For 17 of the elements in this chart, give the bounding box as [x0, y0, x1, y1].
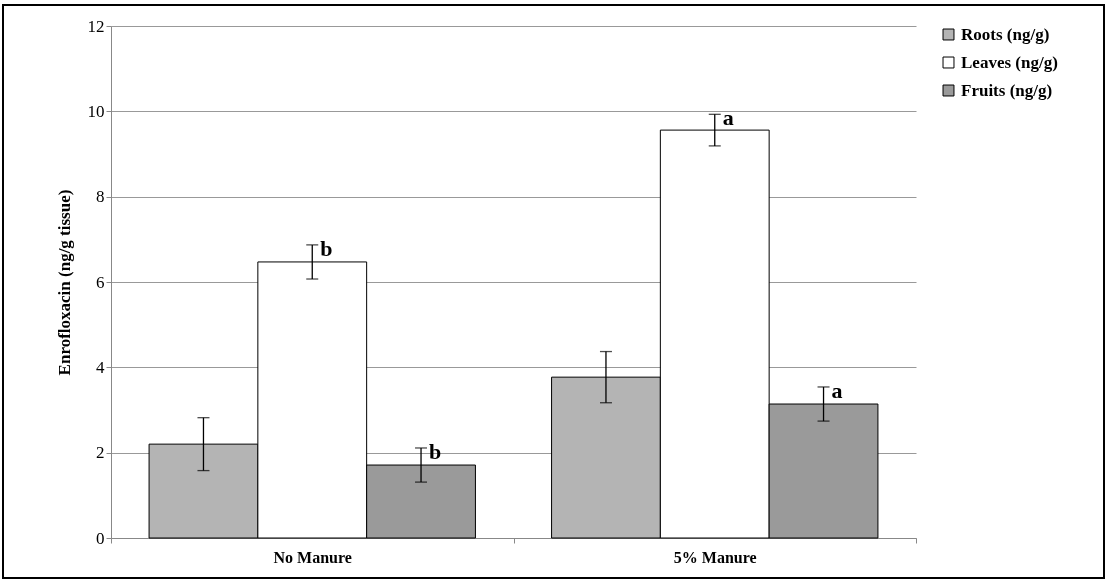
- legend-label: Fruits (ng/g): [961, 80, 1053, 100]
- x-tick-label: No Manure: [273, 548, 352, 566]
- data-label: b: [429, 438, 442, 464]
- data-label: a: [831, 377, 843, 403]
- y-tick-label: 6: [96, 272, 105, 292]
- y-tick-label: 0: [96, 528, 105, 548]
- y-tick-label: 2: [96, 443, 105, 463]
- y-tick-label: 12: [87, 16, 105, 36]
- legend-label: Roots (ng/g): [961, 24, 1050, 44]
- y-tick-label: 4: [96, 357, 105, 377]
- data-label: a: [722, 105, 734, 131]
- y-tick-label: 8: [96, 187, 105, 207]
- y-tick-label: 10: [87, 101, 105, 121]
- x-tick-label: 5% Manure: [673, 548, 757, 566]
- y-axis-title: Enrofloxacin (ng/g tissue): [54, 189, 74, 376]
- data-label: b: [320, 235, 333, 261]
- legend-label: Leaves (ng/g): [961, 52, 1058, 72]
